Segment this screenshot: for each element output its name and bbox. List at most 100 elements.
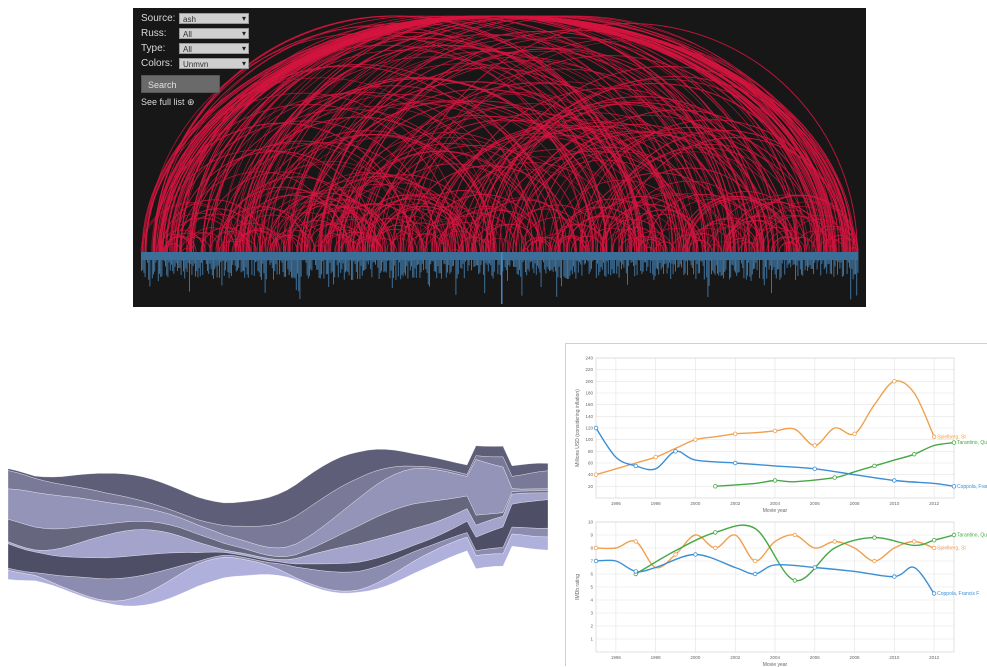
data-point[interactable] (952, 485, 956, 489)
data-point[interactable] (674, 553, 678, 557)
data-point[interactable] (714, 485, 718, 489)
data-point[interactable] (952, 441, 956, 445)
node-bar (665, 252, 666, 263)
data-point[interactable] (733, 432, 737, 436)
data-point[interactable] (594, 546, 598, 550)
node-bar (160, 252, 161, 277)
node-bar (682, 252, 683, 259)
node-bar (351, 252, 352, 280)
node-bar (539, 252, 540, 273)
node-bar (574, 252, 575, 272)
data-point[interactable] (733, 461, 737, 465)
data-point[interactable] (634, 540, 638, 544)
data-point[interactable] (674, 450, 678, 454)
data-point[interactable] (714, 531, 718, 535)
control-select[interactable]: All (179, 43, 249, 54)
node-bar (482, 252, 483, 261)
data-point[interactable] (912, 452, 916, 456)
data-point[interactable] (594, 559, 598, 563)
node-bar (507, 252, 508, 281)
node-bar (473, 252, 474, 267)
data-point[interactable] (654, 455, 658, 459)
data-point[interactable] (932, 538, 936, 542)
node-bar (501, 252, 503, 304)
node-bar (236, 252, 237, 272)
node-bar (356, 252, 357, 272)
see-full-list-link[interactable]: See full list ⊕ (141, 97, 195, 108)
node-bar (219, 252, 220, 278)
data-point[interactable] (634, 570, 638, 574)
data-point[interactable] (694, 553, 698, 557)
node-bar (469, 252, 470, 265)
node-bar (239, 252, 240, 260)
search-button[interactable]: Search (141, 75, 220, 93)
node-bar (170, 252, 171, 271)
data-point[interactable] (813, 566, 817, 570)
data-point[interactable] (634, 464, 638, 468)
node-bar (566, 252, 567, 278)
node-bar (297, 252, 298, 274)
data-point[interactable] (893, 479, 897, 483)
node-bar (303, 252, 304, 260)
data-point[interactable] (773, 429, 777, 433)
data-point[interactable] (753, 559, 757, 563)
data-point[interactable] (932, 546, 936, 550)
data-point[interactable] (773, 479, 777, 483)
node-bar (632, 252, 633, 262)
data-point[interactable] (853, 432, 857, 436)
x-tick-label: 1998 (651, 655, 662, 660)
data-point[interactable] (833, 540, 837, 544)
node-bar (605, 252, 606, 277)
control-select[interactable]: Unmvn (179, 58, 249, 69)
data-point[interactable] (813, 444, 817, 448)
node-bar (633, 252, 634, 266)
node-bar (722, 252, 723, 275)
node-bar (226, 252, 227, 262)
node-bar (310, 252, 311, 269)
series-label: Tarantino, Qu (957, 440, 987, 446)
data-point[interactable] (694, 438, 698, 442)
node-bar (355, 252, 356, 264)
data-point[interactable] (793, 579, 797, 583)
data-point[interactable] (833, 476, 837, 480)
node-bar (815, 252, 816, 260)
data-point[interactable] (594, 426, 598, 430)
data-point[interactable] (952, 533, 956, 537)
data-point[interactable] (714, 546, 718, 550)
control-select[interactable]: ash (179, 13, 249, 24)
node-bar (628, 252, 629, 266)
node-bar (706, 252, 707, 277)
node-bar (272, 252, 273, 268)
node-bar (476, 252, 477, 265)
data-point[interactable] (893, 380, 897, 384)
data-point[interactable] (793, 533, 797, 537)
node-bar (590, 252, 591, 272)
node-bar (165, 252, 166, 266)
node-bar (319, 252, 320, 278)
node-bar (511, 252, 512, 260)
node-bar (562, 252, 563, 260)
data-point[interactable] (932, 435, 936, 439)
data-point[interactable] (594, 473, 598, 477)
data-point[interactable] (932, 592, 936, 596)
node-bar (475, 252, 476, 266)
node-bar (389, 252, 390, 278)
series-label: Spielberg, St (937, 546, 966, 552)
data-point[interactable] (873, 464, 877, 468)
data-point[interactable] (873, 559, 877, 563)
data-point[interactable] (893, 575, 897, 579)
control-select[interactable]: All (179, 28, 249, 39)
data-point[interactable] (813, 467, 817, 471)
node-bar (296, 252, 297, 290)
data-point[interactable] (753, 572, 757, 576)
node-bar (553, 252, 554, 272)
data-point[interactable] (912, 540, 916, 544)
node-bar (689, 252, 690, 261)
node-bar (164, 252, 165, 261)
node-bar (213, 252, 214, 279)
node-bar (169, 252, 170, 262)
node-bar (250, 252, 251, 259)
data-point[interactable] (873, 536, 877, 540)
node-bar (422, 252, 423, 264)
node-bar (265, 252, 266, 293)
